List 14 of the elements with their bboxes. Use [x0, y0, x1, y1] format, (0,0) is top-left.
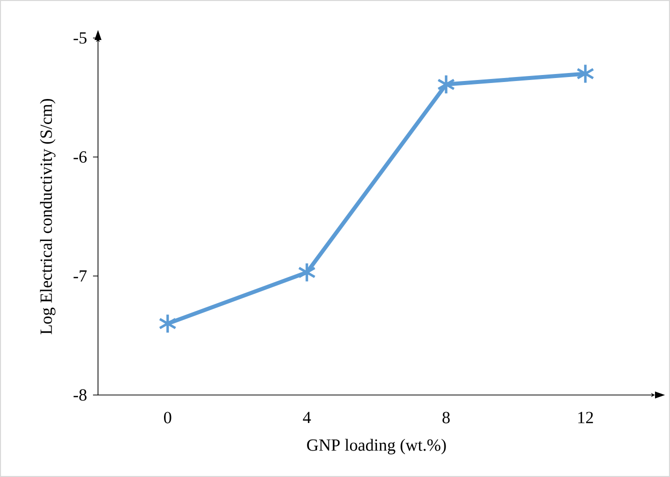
- x-tick-label: 0: [164, 412, 172, 424]
- point: [576, 63, 594, 84]
- x-axis-title: GNP loading (wt.%): [307, 438, 446, 454]
- y-tick-label: -5: [74, 32, 86, 44]
- y-axis-title: Log Electrical conductivity (S/cm): [40, 98, 56, 334]
- y-tick-label: -6: [74, 151, 87, 163]
- y-tick-label: -8: [74, 389, 86, 401]
- x-tick-label: 8: [442, 412, 450, 424]
- point: [298, 262, 316, 283]
- x-tick-label: 4: [302, 412, 311, 424]
- x-tick-label: 12: [578, 412, 593, 424]
- point: [158, 313, 177, 334]
- y-tick-label: -7: [74, 270, 87, 282]
- point: [437, 74, 456, 95]
